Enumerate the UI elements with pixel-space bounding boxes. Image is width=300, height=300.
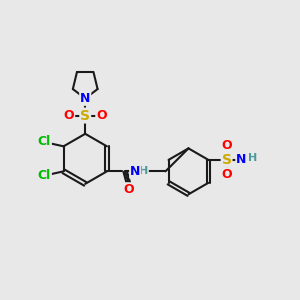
Text: H: H <box>248 152 257 163</box>
Text: O: O <box>64 109 74 122</box>
Text: S: S <box>80 109 90 122</box>
Text: S: S <box>222 153 232 167</box>
Text: H: H <box>139 166 148 176</box>
Text: O: O <box>96 109 107 122</box>
Text: O: O <box>123 183 134 196</box>
Text: Cl: Cl <box>38 169 51 182</box>
Text: N: N <box>130 165 140 178</box>
Text: N: N <box>236 153 247 166</box>
Text: Cl: Cl <box>38 135 51 148</box>
Text: O: O <box>221 168 232 181</box>
Text: O: O <box>221 139 232 152</box>
Text: N: N <box>80 92 90 105</box>
